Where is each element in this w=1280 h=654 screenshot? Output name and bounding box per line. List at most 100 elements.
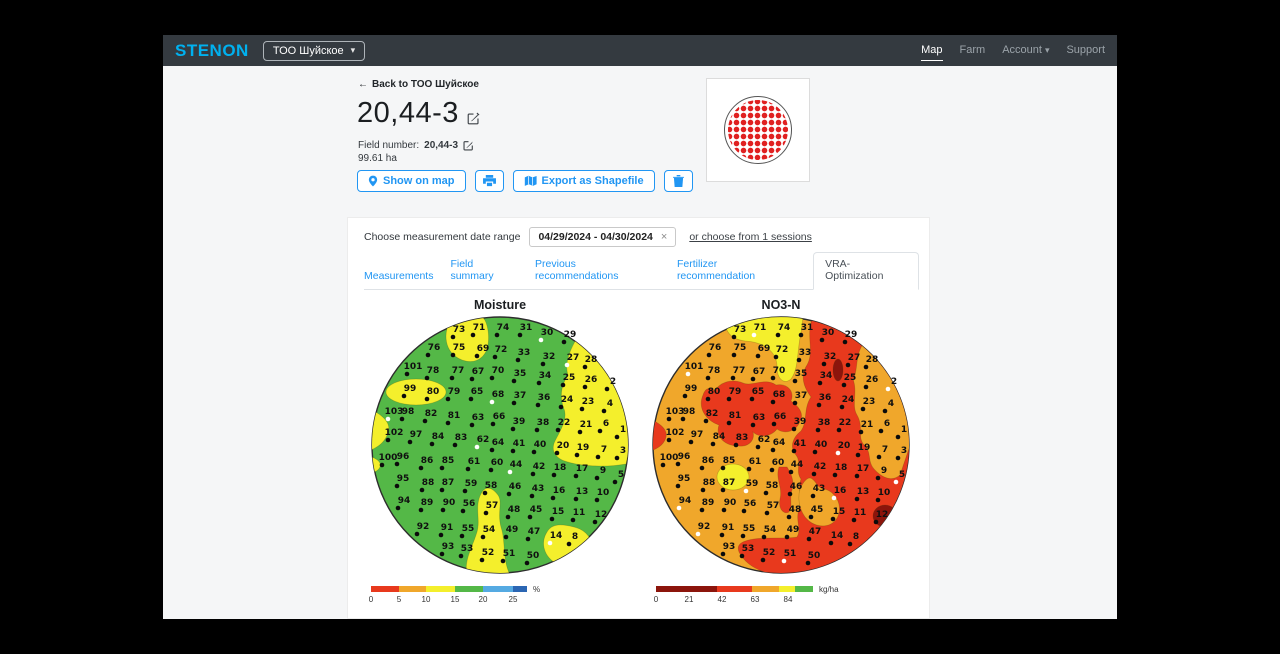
svg-text:31: 31 [520,323,533,333]
svg-text:68: 68 [492,390,505,400]
svg-text:1: 1 [901,425,907,435]
svg-text:97: 97 [410,430,423,440]
date-range-input[interactable]: 04/29/2024 - 04/30/2024 × [529,227,677,247]
nav-item-support[interactable]: Support [1066,43,1105,56]
tab-fertilizer-recommendation[interactable]: Fertilizer recommendation [676,258,756,282]
svg-text:18: 18 [835,463,848,473]
svg-text:28: 28 [866,355,879,365]
svg-text:85: 85 [442,456,455,466]
svg-text:56: 56 [463,499,476,509]
svg-text:101: 101 [404,362,423,372]
svg-text:41: 41 [794,439,807,449]
svg-text:61: 61 [468,457,481,467]
tab-field-summary[interactable]: Field summary [450,258,494,282]
svg-text:24: 24 [842,395,855,405]
legend-unit-label: % [533,585,541,594]
svg-text:82: 82 [706,409,719,419]
no3n-legend: 0 21 42 63 84 kg/ha [654,585,839,612]
show-on-map-button[interactable]: Show on map [357,170,466,192]
legend-segment [371,586,399,592]
svg-text:14: 14 [550,531,563,541]
svg-text:86: 86 [421,456,434,466]
date-range-label: Choose measurement date range [364,231,521,243]
svg-text:37: 37 [795,391,808,401]
chevron-down-icon: ▾ [350,45,356,55]
svg-text:71: 71 [473,323,486,333]
svg-text:12: 12 [876,510,889,520]
tab-vra-optimization[interactable]: VRA-Optimization [813,252,920,290]
svg-text:5: 5 [618,470,624,480]
nav-item-farm[interactable]: Farm [959,43,986,56]
svg-text:35: 35 [795,369,808,379]
nav-item-account[interactable]: Account ▾ [1002,43,1050,56]
svg-text:77: 77 [733,366,746,376]
svg-text:75: 75 [453,343,466,353]
svg-text:14: 14 [831,531,844,541]
svg-text:41: 41 [513,439,526,449]
print-button[interactable] [474,170,504,192]
svg-text:22: 22 [839,418,852,428]
field-area: 99.61 ha [358,153,397,164]
svg-text:34: 34 [539,371,552,381]
svg-text:66: 66 [774,412,787,422]
legend-tick-label: 15 [450,595,460,604]
stenon-logo[interactable]: STENON [175,40,249,60]
svg-text:4: 4 [607,399,613,409]
svg-text:52: 52 [482,548,495,558]
svg-text:94: 94 [679,496,692,506]
svg-text:6: 6 [603,419,609,429]
svg-text:22: 22 [558,418,571,428]
svg-text:96: 96 [678,452,691,462]
main-nav: Map Farm Account ▾ Support [921,40,1105,62]
svg-text:73: 73 [734,325,747,335]
svg-text:23: 23 [863,397,876,407]
svg-text:89: 89 [421,498,434,508]
svg-text:101: 101 [685,362,704,372]
nav-item-map[interactable]: Map [921,40,943,62]
clear-date-icon[interactable]: × [660,231,668,243]
field-number-row: Field number: 20,44-3 [358,140,474,151]
svg-text:95: 95 [678,474,691,484]
export-shapefile-button[interactable]: Export as Shapefile [512,170,655,192]
svg-text:15: 15 [552,507,565,517]
svg-text:46: 46 [509,482,522,492]
svg-text:26: 26 [866,375,879,385]
svg-text:3: 3 [901,446,907,456]
svg-text:25: 25 [563,373,576,383]
svg-text:94: 94 [398,496,411,506]
edit-title-icon[interactable] [467,112,480,125]
tab-previous-recommendations[interactable]: Previous recommendations [535,258,619,282]
organization-dropdown[interactable]: ТОО Шуйское ▾ [262,40,366,61]
field-preview-box [706,78,810,182]
svg-text:54: 54 [764,525,777,535]
svg-text:65: 65 [471,387,484,397]
svg-text:99: 99 [685,384,698,394]
edit-field-number-icon[interactable] [463,140,474,151]
delete-button[interactable] [663,170,693,192]
svg-text:60: 60 [772,458,785,468]
svg-text:2: 2 [610,377,616,387]
back-link[interactable]: ← Back to ТОО Шуйское [358,79,479,90]
legend-segment [779,586,795,592]
svg-text:32: 32 [824,352,837,362]
moisture-heatmap: 73 71 74 31 30 29 76 75 69 72 33 32 27 28 101 78 77 67 70 3… [370,315,630,575]
svg-text:33: 33 [799,348,812,358]
sessions-link[interactable]: or choose from 1 sessions [689,231,812,243]
svg-text:74: 74 [497,323,510,333]
tab-measurements[interactable]: Measurements [364,270,434,282]
svg-text:81: 81 [448,411,461,421]
svg-text:16: 16 [553,486,566,496]
svg-text:21: 21 [580,420,593,430]
chevron-down-icon: ▾ [1044,44,1050,55]
svg-text:39: 39 [794,417,807,427]
svg-text:34: 34 [820,371,833,381]
svg-text:78: 78 [427,366,440,376]
svg-text:44: 44 [791,460,804,470]
svg-text:28: 28 [585,355,598,365]
legend-tick-label: 63 [750,595,760,604]
map-pin-icon [368,175,378,187]
svg-text:36: 36 [538,393,551,403]
svg-text:75: 75 [734,343,747,353]
legend-segment [795,586,813,592]
svg-text:102: 102 [385,428,404,438]
